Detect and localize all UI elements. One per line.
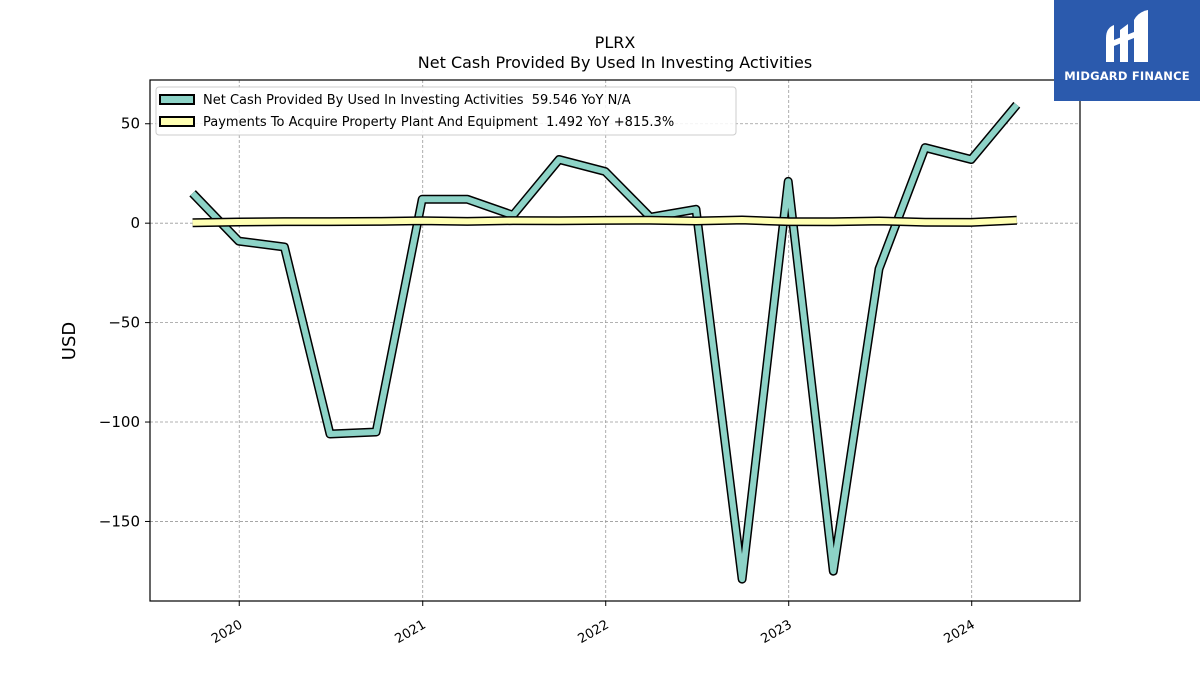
x-tick-label: 2020	[209, 617, 245, 647]
legend-label-net-cash: Net Cash Provided By Used In Investing A…	[203, 93, 631, 108]
series-capex-line	[192, 217, 1017, 226]
x-tick-label: 2022	[576, 617, 612, 647]
legend-label-capex: Payments To Acquire Property Plant And E…	[203, 115, 674, 130]
x-tick-label: 2023	[759, 617, 795, 647]
y-tick-label: 50	[121, 115, 140, 133]
midgard-logo-icon	[1106, 10, 1148, 62]
plot-area-frame	[149, 79, 1081, 602]
y-tick-label: −50	[108, 314, 140, 332]
x-tick-label: 2024	[942, 617, 978, 647]
grid-lines	[150, 80, 1080, 601]
chart-subtitle: Net Cash Provided By Used In Investing A…	[418, 53, 812, 72]
logo-text: MIDGARD FINANCE	[1064, 69, 1190, 83]
chart-title: PLRX	[595, 33, 636, 52]
series-layer	[189, 101, 1021, 584]
y-tick-label: −150	[99, 512, 140, 530]
y-axis-label: USD	[59, 322, 80, 360]
legend-swatch-net-cash	[159, 94, 195, 105]
legend: Net Cash Provided By Used In Investing A…	[155, 86, 737, 136]
y-tick-label: −100	[99, 413, 140, 431]
x-tick-label: 2021	[393, 617, 429, 647]
legend-box	[155, 86, 737, 136]
y-tick-label: 0	[130, 214, 140, 232]
axes: 2020 2021 2022 2023 2024 50 0 −50 −100 −150	[99, 115, 978, 647]
legend-swatch-capex	[159, 116, 195, 127]
midgard-finance-logo: MIDGARD FINANCE	[1054, 0, 1200, 101]
series-net-cash-outline	[189, 101, 1021, 584]
